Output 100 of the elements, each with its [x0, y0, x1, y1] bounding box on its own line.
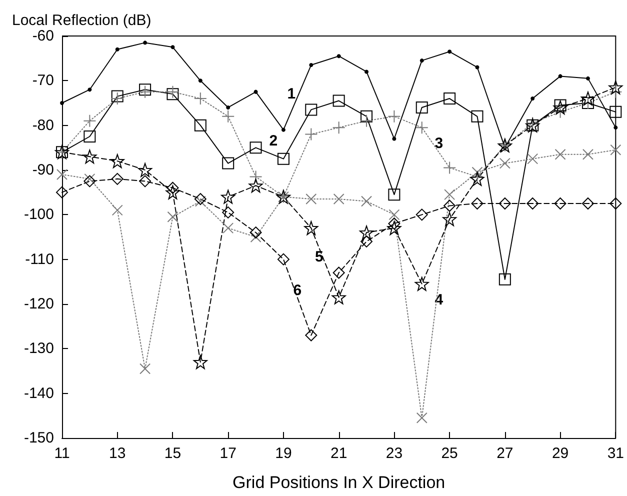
x-tick-label: 25: [441, 445, 458, 462]
point: [442, 212, 457, 226]
point: [84, 130, 96, 142]
point: [361, 196, 372, 207]
point: [281, 128, 286, 132]
point: [554, 198, 566, 210]
point: [444, 92, 456, 105]
point: [170, 45, 175, 50]
point: [332, 94, 345, 107]
x-tick-label: 31: [607, 445, 624, 462]
x-tick-label: 21: [330, 445, 348, 462]
point: [83, 114, 96, 128]
y-tick-label: -80: [32, 116, 54, 134]
point: [254, 90, 258, 94]
point: [582, 198, 594, 210]
point: [416, 412, 428, 424]
point: [166, 185, 180, 200]
point: [112, 204, 123, 216]
point: [609, 85, 622, 98]
y-tick-label: -110: [25, 250, 54, 268]
point: [360, 114, 374, 128]
point: [110, 92, 124, 106]
point: [139, 175, 152, 188]
point: [530, 96, 535, 101]
point: [143, 40, 148, 45]
point: [444, 200, 456, 212]
point: [309, 63, 314, 68]
x-tick-label: 29: [552, 445, 569, 462]
point: [415, 121, 428, 134]
y-tick-label: -70: [32, 72, 54, 90]
point: [558, 74, 562, 78]
point: [166, 85, 180, 98]
point: [471, 110, 484, 122]
y-tick-label: -100: [24, 206, 54, 224]
point: [115, 47, 120, 52]
y-tick-label: -130: [24, 340, 54, 358]
point: [414, 276, 429, 291]
y-tick-label: -60: [32, 28, 54, 44]
point: [444, 189, 456, 200]
point: [139, 84, 152, 96]
point: [166, 88, 179, 100]
point: [138, 85, 152, 98]
point: [82, 150, 97, 164]
point: [306, 194, 317, 205]
y-tick-label: -150: [24, 430, 54, 446]
point: [250, 226, 262, 239]
series-label: 4: [434, 291, 444, 308]
point: [498, 198, 511, 210]
point: [554, 148, 566, 160]
y-tick-label: -120: [24, 296, 54, 312]
point: [470, 170, 484, 184]
point: [198, 78, 202, 83]
point: [527, 153, 538, 164]
point: [221, 190, 236, 204]
y-tick-label: -90: [32, 162, 54, 178]
point: [475, 65, 480, 70]
point: [360, 226, 374, 240]
point: [416, 101, 428, 114]
point: [194, 196, 206, 207]
point: [167, 211, 178, 222]
point: [364, 70, 369, 74]
point: [110, 154, 124, 168]
point: [56, 168, 68, 180]
x-tick-label: 23: [386, 445, 403, 462]
point: [360, 110, 373, 122]
series-label: 1: [287, 85, 296, 102]
point: [248, 178, 263, 193]
point: [610, 106, 622, 118]
point: [305, 104, 318, 116]
point: [304, 221, 318, 236]
point: [610, 144, 622, 156]
point: [277, 152, 290, 165]
point: [526, 198, 539, 210]
point: [249, 170, 262, 184]
x-tick-label: 19: [275, 445, 292, 462]
series-label: 2: [269, 132, 278, 150]
point: [526, 116, 540, 130]
y-axis-title: Local Reflection (dB): [12, 12, 152, 29]
x-tick-label: 11: [54, 445, 70, 462]
point: [498, 273, 511, 286]
point: [332, 266, 345, 279]
point: [84, 173, 96, 184]
point: [448, 50, 452, 54]
point: [333, 194, 344, 205]
point: [388, 188, 400, 201]
point: [222, 157, 234, 170]
x-tick-label: 15: [164, 445, 182, 462]
point: [360, 235, 373, 248]
point: [305, 329, 318, 342]
point: [250, 142, 262, 154]
point: [580, 92, 595, 106]
point: [554, 105, 567, 118]
x-axis-title: Grid Positions In X Direction: [232, 473, 446, 492]
point: [138, 163, 152, 177]
point: [111, 90, 124, 102]
point: [387, 221, 402, 236]
point: [388, 209, 400, 220]
y-tick-label: -140: [24, 384, 54, 402]
point: [304, 128, 318, 141]
x-tick-label: 27: [496, 445, 514, 462]
